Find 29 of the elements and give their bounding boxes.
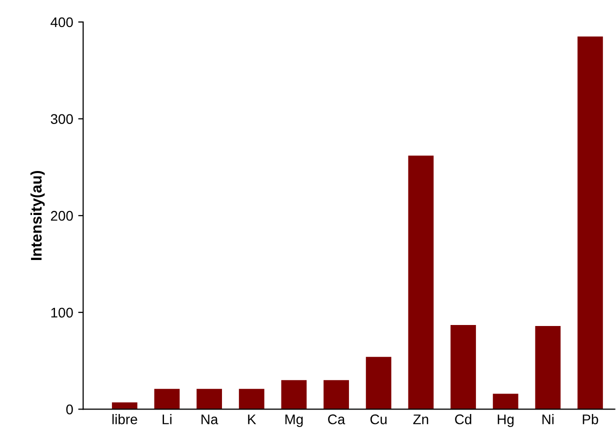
- bar: [408, 156, 434, 410]
- x-tick-label: Li: [162, 414, 172, 424]
- x-tick-label: Cd: [455, 414, 472, 424]
- bar: [366, 356, 392, 410]
- y-tick-label: 100: [51, 308, 73, 318]
- bar: [196, 388, 222, 410]
- x-tick-label: Ni: [542, 414, 554, 424]
- x-tick-label: Zn: [413, 414, 428, 424]
- bar: [154, 388, 180, 410]
- bar: [492, 394, 518, 410]
- y-tick-label: 0: [66, 404, 73, 414]
- bar: [450, 324, 476, 410]
- bar: [238, 388, 264, 410]
- x-tick-label: Cu: [370, 414, 387, 424]
- bar: [578, 36, 603, 410]
- y-tick-label: 200: [50, 210, 73, 221]
- x-tick-label: Pb: [582, 414, 598, 424]
- x-tick-label: libre: [112, 414, 138, 424]
- y-tick-label: 400: [50, 17, 73, 28]
- x-tick-label: Na: [202, 414, 218, 424]
- bar: [281, 380, 307, 410]
- y-axis-title: Intensity(au): [30, 170, 45, 260]
- bar: [535, 326, 561, 410]
- x-tick-label: Mg: [285, 414, 303, 428]
- x-tick-label: K: [248, 414, 256, 424]
- x-tick-label: Ca: [328, 414, 346, 424]
- bar: [324, 380, 349, 410]
- y-tick-label: 300: [50, 114, 73, 124]
- x-tick-label: Hg: [498, 414, 514, 428]
